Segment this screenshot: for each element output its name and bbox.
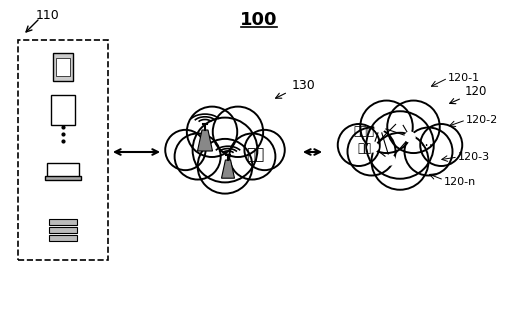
Circle shape: [187, 107, 237, 157]
Circle shape: [175, 133, 221, 180]
Circle shape: [420, 124, 462, 166]
Circle shape: [229, 133, 276, 180]
FancyBboxPatch shape: [53, 53, 73, 81]
Circle shape: [387, 100, 440, 153]
Text: ...: ...: [421, 135, 434, 149]
Circle shape: [395, 115, 405, 125]
Text: 120: 120: [465, 85, 487, 98]
FancyBboxPatch shape: [49, 235, 77, 241]
Text: 130: 130: [292, 79, 316, 92]
Circle shape: [371, 133, 428, 190]
Circle shape: [405, 132, 415, 142]
Text: 区块链
网络: 区块链 网络: [353, 125, 375, 155]
Text: 110: 110: [36, 9, 60, 22]
Circle shape: [360, 100, 413, 153]
Circle shape: [165, 130, 206, 170]
FancyBboxPatch shape: [45, 176, 81, 180]
FancyBboxPatch shape: [47, 163, 79, 178]
Circle shape: [405, 127, 453, 175]
Text: 120-2: 120-2: [466, 115, 498, 125]
Circle shape: [193, 118, 257, 182]
Circle shape: [368, 142, 378, 152]
Circle shape: [385, 155, 395, 165]
Text: 100: 100: [240, 11, 278, 29]
Text: 120-3: 120-3: [458, 152, 490, 162]
Text: 120-1: 120-1: [448, 73, 480, 83]
Circle shape: [375, 122, 385, 132]
FancyBboxPatch shape: [51, 95, 75, 125]
FancyBboxPatch shape: [56, 58, 70, 76]
Circle shape: [213, 107, 263, 157]
Circle shape: [348, 127, 396, 175]
Text: 120-n: 120-n: [444, 177, 476, 187]
Polygon shape: [222, 160, 235, 178]
Circle shape: [338, 124, 380, 166]
Circle shape: [244, 130, 285, 170]
FancyBboxPatch shape: [49, 227, 77, 233]
Polygon shape: [197, 130, 212, 151]
Circle shape: [198, 139, 252, 194]
Text: 网络: 网络: [246, 148, 264, 163]
Circle shape: [366, 111, 434, 179]
FancyBboxPatch shape: [49, 219, 77, 225]
